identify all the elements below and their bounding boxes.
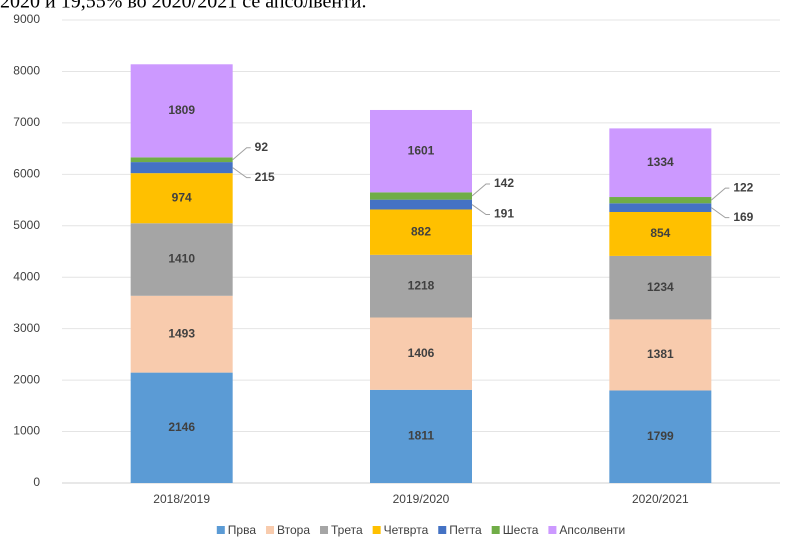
data-label: 1809 bbox=[168, 103, 195, 117]
legend: Прва Втора Трета Четврта Петта Шеста Апсолвент… bbox=[216, 523, 625, 537]
bar-segment bbox=[370, 199, 472, 210]
legend-label: Апсолвенти bbox=[559, 523, 625, 537]
leader-line bbox=[471, 183, 490, 197]
data-label: 1601 bbox=[408, 143, 435, 157]
data-label: 854 bbox=[650, 226, 670, 240]
bar-segment bbox=[370, 254, 472, 318]
legend-label: Втора bbox=[277, 523, 310, 537]
bar-segment bbox=[370, 209, 472, 255]
y-tick-label: 8000 bbox=[13, 64, 40, 78]
bar-segment bbox=[609, 319, 712, 391]
legend-swatch bbox=[266, 526, 275, 534]
data-label: 191 bbox=[494, 207, 514, 221]
leader-line bbox=[711, 207, 730, 219]
y-tick-label: 1000 bbox=[13, 424, 40, 438]
y-tick-label: 7000 bbox=[13, 115, 40, 129]
data-label: 1334 bbox=[647, 155, 674, 169]
legend-swatch bbox=[320, 526, 329, 534]
bar-segment bbox=[130, 223, 233, 296]
data-label: 1410 bbox=[168, 252, 195, 266]
bar-segment bbox=[609, 197, 712, 204]
bar-segment bbox=[370, 317, 472, 390]
legend-label: Шеста bbox=[503, 523, 539, 537]
bar-segment bbox=[130, 372, 233, 483]
legend-swatch bbox=[491, 526, 500, 534]
legend-swatch bbox=[438, 526, 447, 534]
x-tick-label: 2020/2021 bbox=[632, 492, 689, 506]
data-label: 92 bbox=[255, 140, 269, 154]
data-label: 974 bbox=[172, 190, 192, 204]
y-tick-label: 2000 bbox=[13, 372, 40, 386]
y-tick-label: 5000 bbox=[13, 218, 40, 232]
bar-segment bbox=[370, 192, 472, 200]
data-label: 1811 bbox=[408, 429, 434, 443]
data-label: 215 bbox=[255, 170, 275, 184]
leader-line bbox=[232, 167, 251, 179]
data-label: 1218 bbox=[408, 278, 435, 292]
bar-segment bbox=[130, 162, 233, 174]
data-label: 1234 bbox=[647, 280, 674, 294]
data-label: 1381 bbox=[647, 347, 674, 361]
bar-segment bbox=[370, 389, 472, 483]
y-tick-label: 4000 bbox=[13, 269, 40, 283]
x-tick-label: 2019/2020 bbox=[393, 492, 450, 506]
y-tick-label: 6000 bbox=[13, 167, 40, 181]
bar-segment bbox=[130, 64, 233, 158]
y-tick-label: 0 bbox=[33, 475, 40, 489]
data-label: 122 bbox=[733, 180, 753, 194]
bar-segment bbox=[130, 295, 233, 373]
x-tick-label: 2018/2019 bbox=[153, 492, 210, 506]
legend-label: Четврта bbox=[384, 523, 429, 537]
data-label: 1799 bbox=[647, 429, 674, 443]
bar-segment bbox=[609, 255, 712, 320]
legend-label: Трета bbox=[331, 523, 363, 537]
bar-segment bbox=[609, 211, 712, 256]
legend-label: Прва bbox=[228, 523, 257, 537]
leader-line bbox=[232, 147, 251, 161]
y-tick-label: 3000 bbox=[13, 321, 40, 335]
data-label: 882 bbox=[411, 224, 431, 238]
bar-segment bbox=[370, 109, 472, 193]
data-label: 1493 bbox=[168, 326, 195, 340]
legend-swatch bbox=[548, 526, 557, 534]
bar-segment bbox=[609, 203, 712, 212]
data-label: 1406 bbox=[408, 346, 435, 360]
y-tick-label: 9000 bbox=[13, 12, 40, 26]
caption: 2020 и 19,55% во 2020/2021 се апсолвенти… bbox=[0, 0, 366, 13]
data-label: 2146 bbox=[168, 420, 195, 434]
bar-segment bbox=[130, 173, 233, 224]
leader-line bbox=[711, 187, 730, 201]
bar-segment bbox=[130, 157, 233, 163]
legend-swatch bbox=[216, 526, 225, 534]
bar-segment bbox=[609, 390, 712, 483]
leader-line bbox=[471, 204, 490, 216]
data-label: 142 bbox=[494, 176, 514, 190]
legend-swatch bbox=[372, 526, 381, 534]
data-label: 169 bbox=[733, 210, 753, 224]
legend-label: Петта bbox=[449, 523, 482, 537]
bar-segment bbox=[609, 128, 712, 198]
